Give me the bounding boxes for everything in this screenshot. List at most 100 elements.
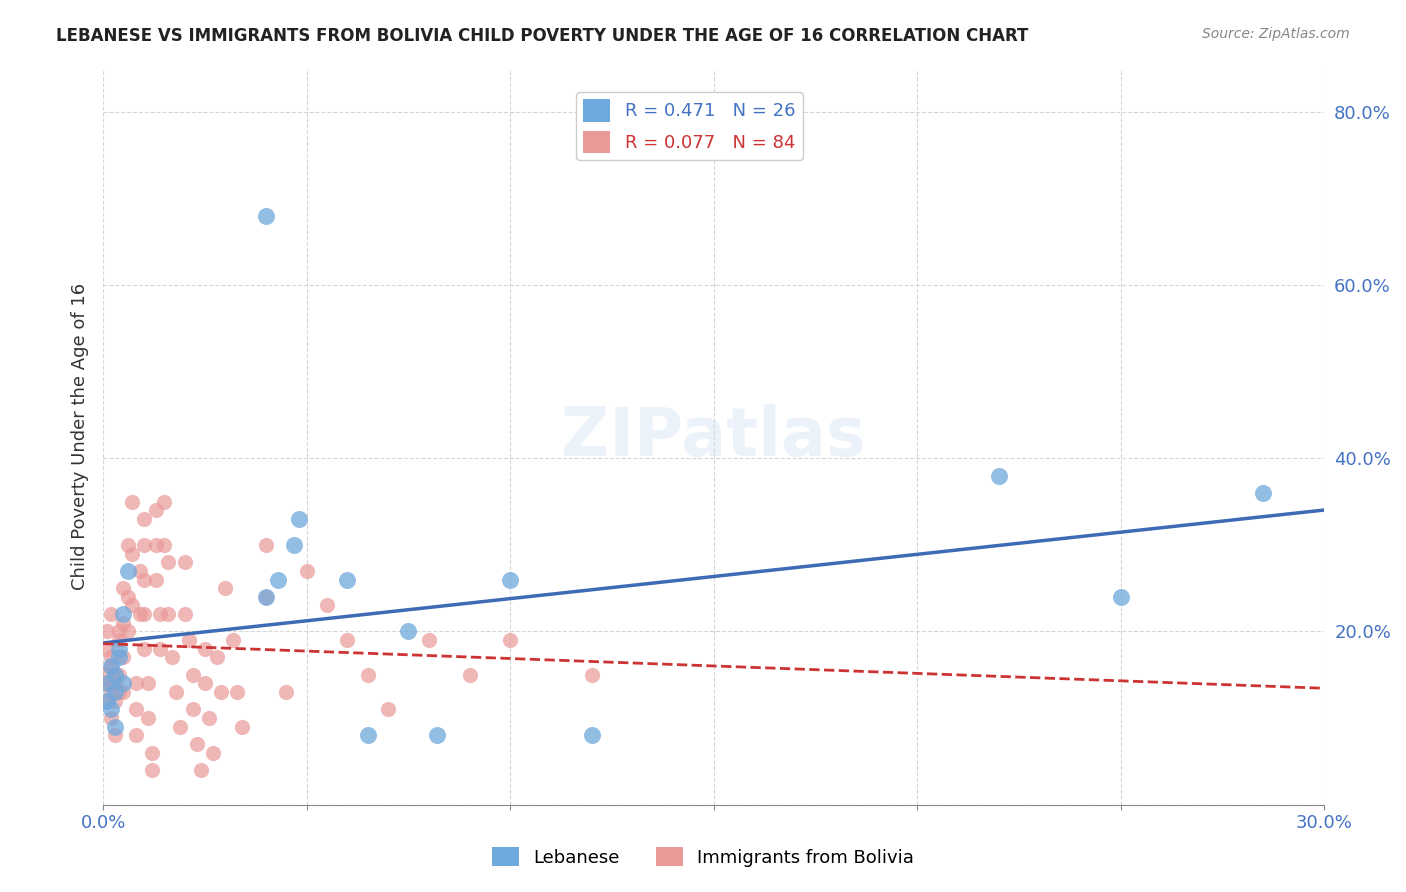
Point bbox=[104, 685, 127, 699]
Point bbox=[276, 685, 298, 699]
Text: Source: ZipAtlas.com: Source: ZipAtlas.com bbox=[1202, 27, 1350, 41]
Point bbox=[295, 564, 318, 578]
Point bbox=[149, 607, 172, 622]
Point bbox=[141, 763, 163, 777]
Point bbox=[121, 599, 143, 613]
Point bbox=[100, 685, 122, 699]
Point bbox=[108, 641, 131, 656]
Point bbox=[104, 728, 127, 742]
Y-axis label: Child Poverty Under the Age of 16: Child Poverty Under the Age of 16 bbox=[72, 283, 89, 591]
Point bbox=[157, 607, 180, 622]
Point bbox=[194, 641, 217, 656]
Point bbox=[499, 633, 522, 648]
Point bbox=[1109, 590, 1132, 604]
Point bbox=[287, 512, 309, 526]
Point bbox=[100, 607, 122, 622]
Point bbox=[121, 494, 143, 508]
Point bbox=[104, 694, 127, 708]
Point bbox=[96, 676, 118, 690]
Point bbox=[100, 702, 122, 716]
Point bbox=[112, 615, 135, 630]
Point bbox=[117, 538, 139, 552]
Point bbox=[254, 590, 277, 604]
Text: LEBANESE VS IMMIGRANTS FROM BOLIVIA CHILD POVERTY UNDER THE AGE OF 16 CORRELATIO: LEBANESE VS IMMIGRANTS FROM BOLIVIA CHIL… bbox=[56, 27, 1029, 45]
Point bbox=[100, 711, 122, 725]
Point bbox=[254, 590, 277, 604]
Point bbox=[181, 702, 204, 716]
Point bbox=[108, 624, 131, 639]
Point bbox=[283, 538, 305, 552]
Point bbox=[153, 538, 176, 552]
Point bbox=[136, 711, 159, 725]
Point bbox=[121, 547, 143, 561]
Point bbox=[214, 581, 236, 595]
Point bbox=[153, 494, 176, 508]
Point bbox=[190, 763, 212, 777]
Point bbox=[336, 573, 359, 587]
Point bbox=[108, 667, 131, 681]
Point bbox=[205, 650, 228, 665]
Point bbox=[336, 633, 359, 648]
Point bbox=[125, 728, 148, 742]
Point bbox=[357, 728, 380, 742]
Point bbox=[145, 573, 167, 587]
Point bbox=[226, 685, 249, 699]
Point bbox=[128, 564, 150, 578]
Point bbox=[100, 676, 122, 690]
Point bbox=[132, 573, 155, 587]
Point bbox=[169, 720, 191, 734]
Point bbox=[112, 650, 135, 665]
Legend: Lebanese, Immigrants from Bolivia: Lebanese, Immigrants from Bolivia bbox=[485, 840, 921, 874]
Point bbox=[117, 564, 139, 578]
Point bbox=[186, 737, 208, 751]
Point bbox=[117, 624, 139, 639]
Point bbox=[100, 650, 122, 665]
Point bbox=[398, 624, 420, 639]
Point bbox=[94, 667, 117, 681]
Point bbox=[96, 676, 118, 690]
Point bbox=[357, 667, 380, 681]
Point bbox=[104, 667, 127, 681]
Point bbox=[100, 659, 122, 673]
Point bbox=[132, 538, 155, 552]
Point bbox=[145, 538, 167, 552]
Point bbox=[426, 728, 449, 742]
Point bbox=[128, 607, 150, 622]
Point bbox=[132, 607, 155, 622]
Point bbox=[254, 209, 277, 223]
Point bbox=[173, 607, 195, 622]
Point bbox=[117, 590, 139, 604]
Point bbox=[222, 633, 245, 648]
Point bbox=[987, 468, 1010, 483]
Point bbox=[377, 702, 399, 716]
Point bbox=[108, 685, 131, 699]
Point bbox=[96, 694, 118, 708]
Point bbox=[458, 667, 481, 681]
Point bbox=[173, 555, 195, 569]
Point bbox=[125, 702, 148, 716]
Point bbox=[136, 676, 159, 690]
Point bbox=[1253, 486, 1275, 500]
Point bbox=[132, 512, 155, 526]
Point bbox=[100, 659, 122, 673]
Point bbox=[108, 650, 131, 665]
Point bbox=[104, 676, 127, 690]
Point bbox=[141, 746, 163, 760]
Point bbox=[202, 746, 225, 760]
Point bbox=[132, 641, 155, 656]
Point bbox=[112, 607, 135, 622]
Point bbox=[181, 667, 204, 681]
Point bbox=[112, 581, 135, 595]
Point bbox=[108, 633, 131, 648]
Point bbox=[145, 503, 167, 517]
Text: ZIPatlas: ZIPatlas bbox=[561, 403, 866, 469]
Point bbox=[96, 641, 118, 656]
Point bbox=[157, 555, 180, 569]
Point bbox=[581, 728, 603, 742]
Point bbox=[194, 676, 217, 690]
Point bbox=[418, 633, 440, 648]
Point bbox=[267, 573, 290, 587]
Point bbox=[96, 624, 118, 639]
Point bbox=[96, 694, 118, 708]
Point bbox=[165, 685, 187, 699]
